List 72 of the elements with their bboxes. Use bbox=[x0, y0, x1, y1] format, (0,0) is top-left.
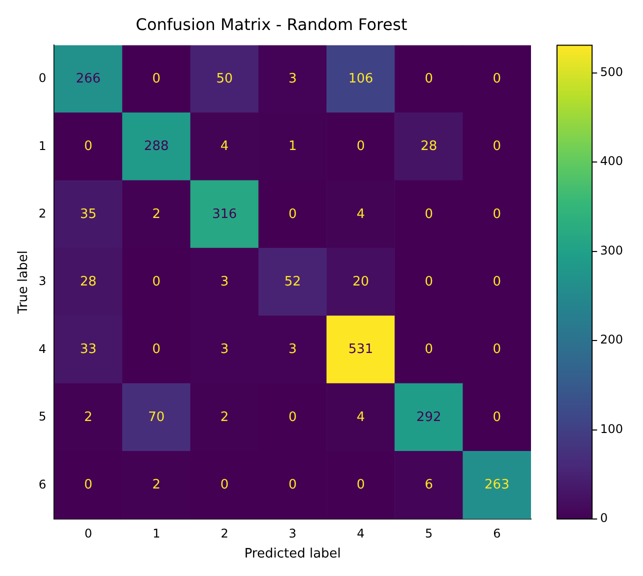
y-tick-label: 0 bbox=[38, 71, 46, 86]
data-label: 6 bbox=[424, 478, 433, 493]
data-label: 0 bbox=[492, 206, 502, 222]
data-label: 28 bbox=[420, 139, 438, 154]
data-label: 0 bbox=[492, 139, 502, 154]
color-bar-label: 100 bbox=[600, 422, 623, 436]
data-label: 50 bbox=[216, 71, 233, 86]
y-tick-label: 4 bbox=[38, 342, 46, 356]
data-label: 288 bbox=[144, 139, 169, 154]
data-label: 20 bbox=[352, 274, 369, 290]
data-label: 263 bbox=[484, 478, 510, 493]
data-label: 0 bbox=[152, 71, 161, 86]
data-label: 3 bbox=[220, 342, 229, 358]
data-label: 0 bbox=[356, 139, 365, 154]
y-tick-label: 3 bbox=[38, 274, 46, 288]
data-label: 3 bbox=[288, 342, 297, 358]
x-tick-label: 6 bbox=[493, 526, 501, 540]
y-tick-label: 6 bbox=[38, 477, 46, 492]
data-label: 0 bbox=[356, 478, 365, 493]
data-label: 4 bbox=[356, 410, 365, 425]
data-label: 0 bbox=[152, 342, 161, 358]
data-label: 35 bbox=[80, 206, 97, 222]
color-bar-label: 300 bbox=[600, 243, 623, 258]
data-label: 0 bbox=[492, 342, 502, 358]
data-label: 2 bbox=[84, 410, 92, 425]
y-axis-title: True label bbox=[16, 250, 32, 315]
y-tick-label: 5 bbox=[38, 410, 46, 424]
x-tick-label: 1 bbox=[152, 526, 160, 540]
data-label: 0 bbox=[288, 206, 297, 222]
color-bar-label: 500 bbox=[600, 64, 623, 79]
data-label: 4 bbox=[220, 139, 229, 154]
data-label: 106 bbox=[348, 71, 374, 86]
color-bar-label: 400 bbox=[600, 154, 623, 168]
x-tick-label: 3 bbox=[288, 526, 296, 540]
data-label: 531 bbox=[348, 342, 374, 358]
data-label: 1 bbox=[288, 139, 297, 154]
data-label: 316 bbox=[212, 206, 237, 222]
data-label: 33 bbox=[80, 342, 97, 358]
data-label: 0 bbox=[152, 274, 161, 290]
data-label: 0 bbox=[288, 478, 297, 493]
x-tick-label: 4 bbox=[356, 526, 365, 540]
x-tick-label: 0 bbox=[84, 526, 92, 540]
data-label: 52 bbox=[284, 274, 301, 290]
data-label: 0 bbox=[492, 410, 502, 425]
data-label: 0 bbox=[424, 206, 433, 222]
color-bar-label: 0 bbox=[600, 511, 608, 526]
data-label: 266 bbox=[76, 71, 101, 86]
data-label: 0 bbox=[84, 139, 92, 154]
data-label: 2 bbox=[152, 478, 161, 493]
x-tick-label: 2 bbox=[220, 526, 228, 540]
x-tick-label: 5 bbox=[425, 526, 433, 540]
data-label: 0 bbox=[424, 71, 433, 86]
data-label: 0 bbox=[84, 478, 92, 493]
data-label: 4 bbox=[356, 206, 365, 222]
data-label: 0 bbox=[492, 71, 502, 86]
data-label: 28 bbox=[80, 274, 97, 290]
color-bar-label: 200 bbox=[600, 332, 623, 347]
data-label: 0 bbox=[424, 274, 433, 290]
y-tick-label: 1 bbox=[38, 138, 46, 153]
y-tick-label: 2 bbox=[38, 206, 46, 221]
data-label: 0 bbox=[220, 478, 229, 493]
data-label: 0 bbox=[288, 410, 297, 425]
data-label: 70 bbox=[148, 410, 165, 425]
data-label: 0 bbox=[424, 342, 433, 358]
data-label: 3 bbox=[220, 274, 229, 290]
x-axis-title: Predicted label bbox=[244, 546, 341, 562]
data-label: 2 bbox=[152, 206, 161, 222]
chart-title: Confusion Matrix - Random Forest bbox=[136, 14, 408, 34]
data-label: 0 bbox=[492, 274, 502, 290]
data-label: 3 bbox=[288, 71, 297, 86]
data-label: 2 bbox=[220, 410, 229, 425]
data-label: 292 bbox=[416, 410, 442, 425]
